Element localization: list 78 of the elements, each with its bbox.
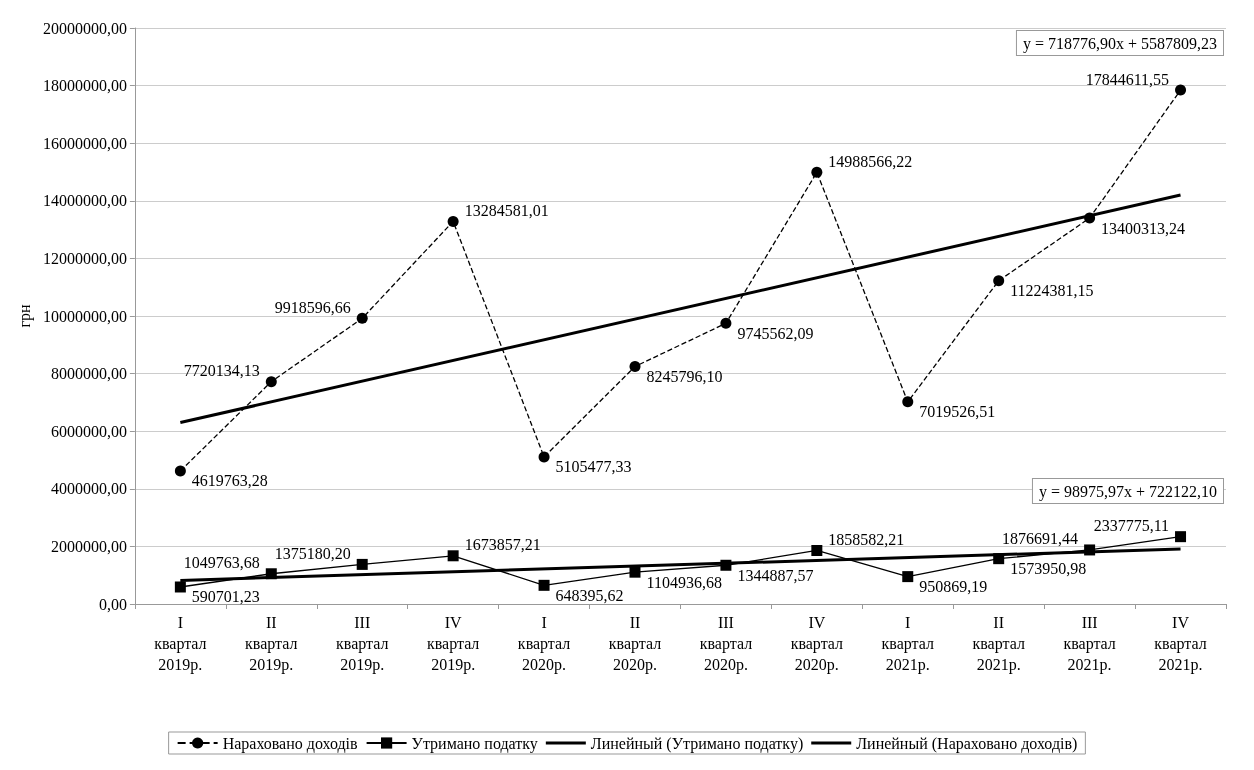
legend-label: Утримано податку (411, 734, 538, 753)
point (1175, 84, 1187, 96)
data-label: 1858582,21 (828, 530, 905, 548)
x-tick-label: IV квартал 2020р. (790, 614, 844, 674)
x-tick-label: II квартал 2019р. (245, 614, 298, 674)
y-tick-label: 8000000,00 (50, 365, 127, 383)
data-label: 2337775,11 (1093, 517, 1170, 535)
data-label: 5105477,33 (555, 458, 632, 476)
y-tick-label: 14000000,00 (42, 192, 127, 210)
annotation: y = 718776,90x + 5587809,23 (1022, 34, 1217, 53)
point (993, 553, 1005, 565)
data-label: 13400313,24 (1101, 219, 1186, 237)
data-label: 17844611,55 (1085, 70, 1170, 88)
legend-label: Линейный (Нараховано доходів) (856, 734, 1078, 753)
data-label: 8245796,10 (646, 368, 723, 386)
legend-label: Линейный (Утримано податку) (590, 734, 804, 753)
data-label: 1573950,98 (1010, 560, 1087, 578)
data-label: 9918596,66 (274, 298, 351, 316)
y-tick-label: 0,00 (98, 595, 127, 613)
point (538, 579, 550, 591)
y-tick-label: 12000000,00 (42, 249, 127, 267)
point (356, 312, 368, 324)
annotation: y = 98975,97x + 722122,10 (1038, 482, 1217, 501)
data-label: 648395,62 (555, 586, 624, 604)
data-label: 590701,23 (191, 588, 260, 606)
data-label: 4619763,28 (191, 472, 268, 490)
point (629, 566, 641, 578)
x-tick-label: IV квартал 2019р. (426, 614, 480, 674)
y-tick-label: 2000000,00 (50, 537, 127, 555)
y-tick-label: 16000000,00 (42, 134, 127, 152)
point (1084, 544, 1096, 556)
x-tick-label: III квартал 2019р. (336, 614, 389, 674)
data-label: 1375180,20 (274, 544, 351, 562)
point (447, 215, 459, 227)
data-label: 1344887,57 (737, 566, 814, 584)
x-tick-label: I квартал 2020р. (517, 614, 571, 674)
data-label: 7019526,51 (919, 403, 996, 421)
data-label: 7720134,13 (183, 362, 260, 380)
point (538, 451, 550, 463)
point (265, 376, 277, 388)
x-tick-label: II квартал 2020р. (608, 614, 662, 674)
point (447, 550, 459, 562)
data-label: 1673857,21 (464, 536, 541, 554)
y-axis-title: грн (15, 304, 34, 328)
data-label: 13284581,01 (464, 201, 549, 219)
point (902, 396, 914, 408)
data-label: 1049763,68 (183, 554, 260, 572)
x-tick-label: IV квартал 2021р. (1154, 614, 1207, 674)
x-tick-label: II квартал 2021р. (972, 614, 1025, 674)
point (1084, 212, 1096, 224)
y-tick-label: 6000000,00 (50, 422, 127, 440)
data-label: 14988566,22 (828, 152, 913, 170)
y-tick-label: 4000000,00 (50, 480, 127, 498)
data-label: 950869,19 (919, 578, 988, 596)
y-tick-label: 18000000,00 (42, 77, 127, 95)
point (811, 544, 823, 556)
y-tick-label: 20000000,00 (42, 19, 127, 37)
x-tick-label: I квартал 2021р. (881, 614, 934, 674)
data-label: 1876691,44 (1002, 530, 1079, 548)
data-label: 11224381,15 (1010, 282, 1094, 300)
point (629, 361, 641, 373)
point (174, 581, 186, 593)
y-tick-label: 10000000,00 (42, 307, 127, 325)
point (811, 166, 823, 178)
point (902, 571, 914, 583)
point (1175, 531, 1187, 543)
x-tick-label: I квартал 2019р. (154, 614, 207, 674)
point (356, 558, 368, 570)
x-tick-label: III квартал 2020р. (699, 614, 753, 674)
x-tick-label: III квартал 2021р. (1063, 614, 1116, 674)
point (265, 568, 277, 580)
data-label: 9745562,09 (737, 324, 814, 342)
point (720, 317, 732, 329)
point (720, 559, 732, 571)
point (174, 465, 186, 477)
data-label: 1104936,68 (646, 573, 722, 591)
legend-label: Нараховано доходів (222, 734, 359, 753)
point (993, 275, 1005, 287)
